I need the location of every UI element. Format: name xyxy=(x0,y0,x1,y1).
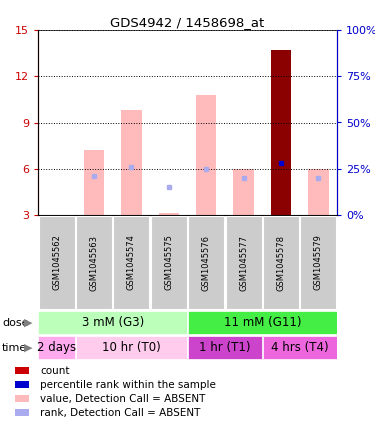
Text: GSM1045562: GSM1045562 xyxy=(52,235,61,291)
Text: 3 mM (G3): 3 mM (G3) xyxy=(82,316,144,329)
Text: GSM1045576: GSM1045576 xyxy=(202,234,211,291)
Bar xyxy=(159,214,179,215)
Bar xyxy=(121,110,142,215)
Bar xyxy=(15,381,29,388)
Text: GSM1045575: GSM1045575 xyxy=(164,235,173,291)
Text: 11 mM (G11): 11 mM (G11) xyxy=(224,316,301,329)
Text: 2 days: 2 days xyxy=(37,341,76,354)
Text: GSM1045574: GSM1045574 xyxy=(127,235,136,291)
Bar xyxy=(15,367,29,374)
Text: ▶: ▶ xyxy=(24,343,32,352)
Bar xyxy=(38,311,187,334)
Bar xyxy=(84,150,104,215)
Text: rank, Detection Call = ABSENT: rank, Detection Call = ABSENT xyxy=(40,407,201,418)
Bar xyxy=(39,216,75,309)
Bar xyxy=(263,216,299,309)
Bar xyxy=(271,50,291,215)
Bar xyxy=(196,95,216,215)
Text: ▶: ▶ xyxy=(24,318,32,327)
Bar xyxy=(226,216,261,309)
Bar xyxy=(114,216,149,309)
Bar xyxy=(300,216,336,309)
Text: 4 hrs (T4): 4 hrs (T4) xyxy=(271,341,328,354)
Bar xyxy=(308,169,328,215)
Bar xyxy=(38,336,75,359)
Text: GSM1045577: GSM1045577 xyxy=(239,234,248,291)
Bar xyxy=(262,336,337,359)
Text: time: time xyxy=(2,343,27,352)
Title: GDS4942 / 1458698_at: GDS4942 / 1458698_at xyxy=(110,16,265,29)
Bar xyxy=(76,216,112,309)
Text: percentile rank within the sample: percentile rank within the sample xyxy=(40,379,216,390)
Bar xyxy=(151,216,187,309)
Text: count: count xyxy=(40,365,70,376)
Bar xyxy=(15,409,29,416)
Text: GSM1045563: GSM1045563 xyxy=(90,234,99,291)
Text: GSM1045578: GSM1045578 xyxy=(276,234,285,291)
Bar xyxy=(188,336,262,359)
Text: 1 hr (T1): 1 hr (T1) xyxy=(199,341,250,354)
Text: GSM1045579: GSM1045579 xyxy=(314,235,323,291)
Bar xyxy=(233,169,254,215)
Bar xyxy=(188,216,224,309)
Text: value, Detection Call = ABSENT: value, Detection Call = ABSENT xyxy=(40,393,206,404)
Bar xyxy=(15,395,29,402)
Text: 10 hr (T0): 10 hr (T0) xyxy=(102,341,161,354)
Bar xyxy=(76,336,187,359)
Bar xyxy=(188,311,337,334)
Text: dose: dose xyxy=(2,318,28,327)
